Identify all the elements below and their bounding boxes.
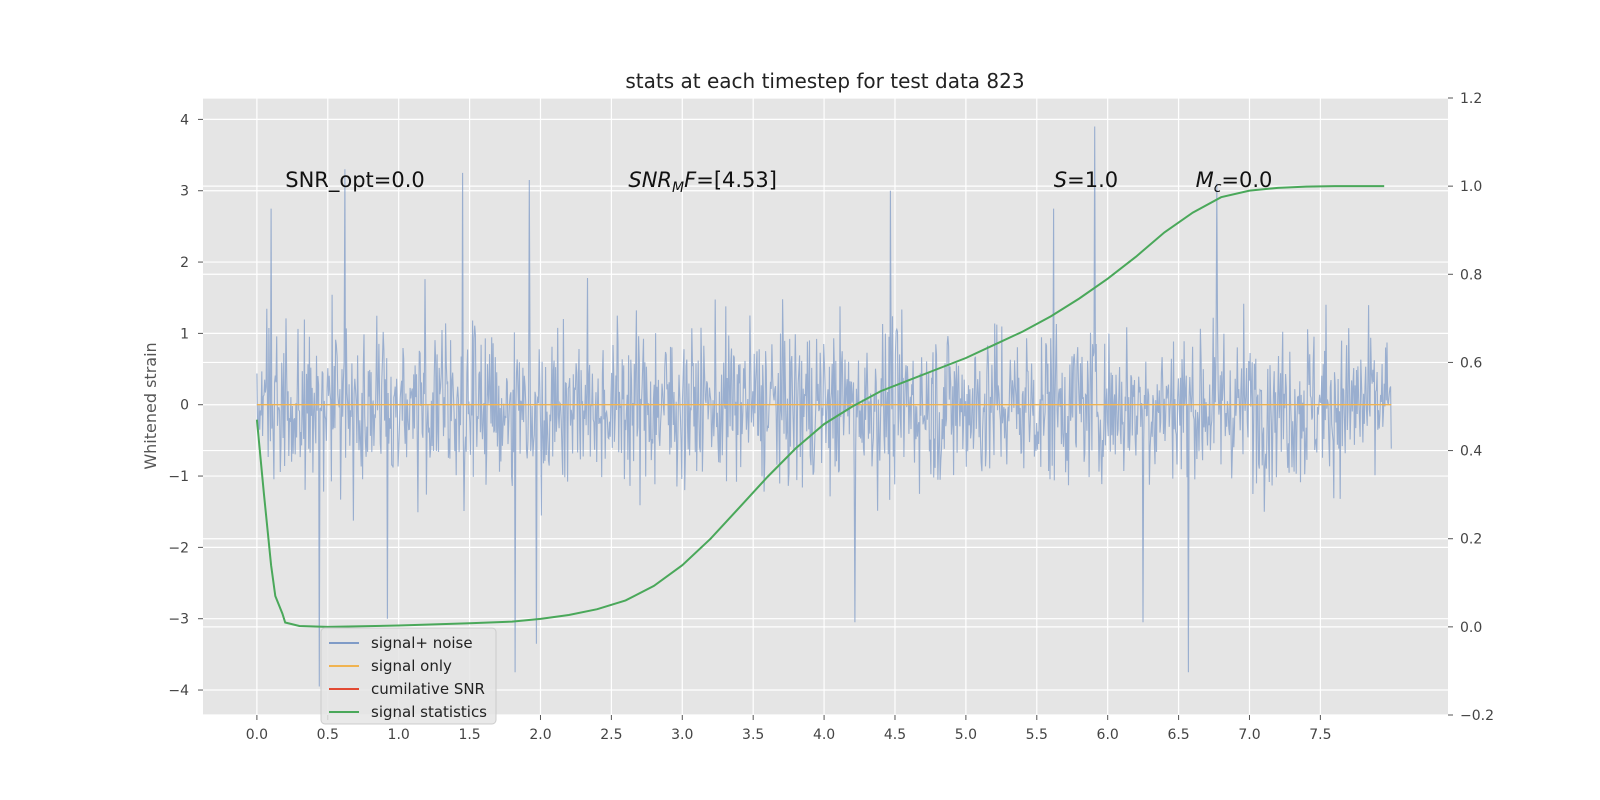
y2-tick-label: 1.0 (1460, 179, 1482, 195)
legend-box (320, 627, 497, 725)
y2-tick-label: 0.2 (1460, 532, 1482, 548)
y-tick-label: 0 (180, 398, 189, 414)
legend-label: cumilative SNR (371, 680, 485, 698)
y-tick-label: 3 (180, 184, 189, 200)
y-tick-label: 1 (180, 326, 189, 342)
legend-label: signal statistics (371, 703, 487, 721)
x-tick-label: 2.0 (529, 727, 551, 743)
x-tick-label: 4.0 (813, 727, 835, 743)
y-tick-label: 4 (180, 112, 189, 128)
signal-noise-line (256, 126, 1392, 687)
x-tick-label: 0.0 (246, 727, 268, 743)
series-lines (255, 185, 1392, 628)
annotation-text: S=1.0 (1054, 168, 1118, 192)
y-tick-label: −2 (168, 540, 189, 556)
signal-noise-trace (256, 126, 1392, 687)
y2-tick-label: 1.2 (1460, 91, 1482, 107)
y2-tick-label: 0.4 (1460, 444, 1482, 460)
x-tick-label: 6.0 (1097, 727, 1119, 743)
y-axis-label: Whitened strain (141, 342, 160, 469)
legend: signal+ noise signal only cumilative SNR si… (320, 627, 497, 725)
annotation-text: SNRMF=[4.53] (628, 168, 777, 196)
y2-tick-label: 0.0 (1460, 620, 1482, 636)
y-tick-label: −3 (168, 612, 189, 628)
legend-label: signal only (371, 657, 452, 675)
y2-tick-label: −0.2 (1460, 708, 1494, 724)
y-tick-label: −1 (168, 469, 189, 485)
y-tick-label: 2 (180, 255, 189, 271)
x-tick-label: 7.0 (1238, 727, 1260, 743)
x-tick-label: 1.5 (458, 727, 480, 743)
axes-ticks: 0.0 0.5 1.0 1.5 2.0 2.5 3.0 3.5 4.0 4.5 5.0 5.5 6.0 6… (168, 91, 1494, 743)
x-tick-label: 3.0 (671, 727, 693, 743)
x-tick-label: 2.5 (600, 727, 622, 743)
x-tick-label: 3.5 (742, 727, 764, 743)
x-tick-label: 6.5 (1167, 727, 1189, 743)
x-tick-label: 0.5 (317, 727, 339, 743)
chart-title: stats at each timestep for test data 823 (625, 69, 1024, 93)
legend-label: signal+ noise (371, 634, 473, 652)
series-line-signal-statistics (255, 185, 1385, 628)
y-tick-label: −4 (168, 683, 189, 699)
x-tick-label: 5.0 (955, 727, 977, 743)
y2-tick-label: 0.8 (1460, 267, 1482, 283)
x-tick-label: 5.5 (1026, 727, 1048, 743)
annotation-text: Mc=0.0 (1196, 168, 1273, 196)
annotation-text: SNR_opt=0.0 (285, 168, 425, 193)
x-tick-label: 4.5 (884, 727, 906, 743)
annotations: SNR_opt=0.0 SNRMF=[4.53] S=1.0 Mc=0.0 (285, 168, 1272, 196)
x-tick-label: 1.0 (388, 727, 410, 743)
y2-tick-label: 0.6 (1460, 355, 1482, 371)
x-tick-label: 7.5 (1309, 727, 1331, 743)
